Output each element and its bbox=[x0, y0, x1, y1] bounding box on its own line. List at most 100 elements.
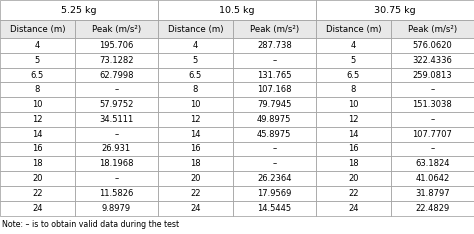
Text: 34.5111: 34.5111 bbox=[99, 115, 133, 124]
Bar bbox=[74, 186, 158, 201]
Bar bbox=[233, 156, 316, 171]
Bar bbox=[316, 112, 391, 127]
Bar bbox=[74, 68, 158, 82]
Bar bbox=[158, 97, 233, 112]
Text: 14: 14 bbox=[32, 130, 43, 139]
Text: 10: 10 bbox=[190, 100, 201, 109]
Text: 195.706: 195.706 bbox=[99, 41, 134, 50]
Bar bbox=[391, 112, 474, 127]
Text: Peak (m/s²): Peak (m/s²) bbox=[250, 25, 299, 34]
Text: 107.7707: 107.7707 bbox=[412, 130, 452, 139]
Bar bbox=[316, 201, 391, 216]
Bar bbox=[158, 53, 233, 68]
Text: 30.75 kg: 30.75 kg bbox=[374, 6, 416, 15]
Bar bbox=[74, 112, 158, 127]
Bar bbox=[158, 156, 233, 171]
Text: 322.4336: 322.4336 bbox=[412, 56, 452, 65]
Text: 5: 5 bbox=[351, 56, 356, 65]
Bar bbox=[0, 127, 74, 142]
Text: 4: 4 bbox=[192, 41, 198, 50]
Text: 18: 18 bbox=[348, 159, 359, 168]
Text: 16: 16 bbox=[348, 144, 359, 154]
Bar bbox=[0, 82, 74, 97]
Bar bbox=[0, 186, 74, 201]
Bar bbox=[391, 127, 474, 142]
Bar bbox=[158, 142, 233, 156]
Text: 14: 14 bbox=[190, 130, 201, 139]
Text: 4: 4 bbox=[35, 41, 40, 50]
Text: 5: 5 bbox=[192, 56, 198, 65]
Text: 5: 5 bbox=[35, 56, 40, 65]
Bar bbox=[158, 127, 233, 142]
Text: –: – bbox=[272, 56, 276, 65]
Text: Distance (m): Distance (m) bbox=[9, 25, 65, 34]
Bar bbox=[233, 82, 316, 97]
Bar bbox=[316, 186, 391, 201]
Bar bbox=[0, 53, 74, 68]
Bar bbox=[158, 186, 233, 201]
Bar bbox=[0, 142, 74, 156]
Bar bbox=[74, 127, 158, 142]
Bar bbox=[158, 68, 233, 82]
Text: 17.9569: 17.9569 bbox=[257, 189, 292, 198]
Bar bbox=[316, 156, 391, 171]
Text: 18: 18 bbox=[32, 159, 43, 168]
Text: 16: 16 bbox=[32, 144, 43, 154]
Bar bbox=[316, 171, 391, 186]
Bar bbox=[391, 53, 474, 68]
Text: 16: 16 bbox=[190, 144, 201, 154]
Bar bbox=[316, 142, 391, 156]
Text: 22: 22 bbox=[348, 189, 358, 198]
Text: 287.738: 287.738 bbox=[257, 41, 292, 50]
Bar bbox=[233, 201, 316, 216]
Bar bbox=[158, 82, 233, 97]
Bar bbox=[233, 127, 316, 142]
Bar bbox=[74, 171, 158, 186]
Text: 8: 8 bbox=[351, 85, 356, 94]
Text: 49.8975: 49.8975 bbox=[257, 115, 292, 124]
Bar bbox=[158, 0, 316, 20]
Text: 18.1968: 18.1968 bbox=[99, 159, 134, 168]
Bar bbox=[0, 0, 158, 20]
Text: 12: 12 bbox=[348, 115, 358, 124]
Text: 259.0813: 259.0813 bbox=[412, 71, 452, 80]
Bar bbox=[391, 171, 474, 186]
Text: Peak (m/s²): Peak (m/s²) bbox=[92, 25, 141, 34]
Text: 26.2364: 26.2364 bbox=[257, 174, 292, 183]
Text: 151.3038: 151.3038 bbox=[412, 100, 452, 109]
Text: 20: 20 bbox=[32, 174, 43, 183]
Bar bbox=[233, 38, 316, 53]
Text: 24: 24 bbox=[190, 204, 201, 213]
Text: 6.5: 6.5 bbox=[189, 71, 202, 80]
Text: –: – bbox=[430, 115, 434, 124]
Bar bbox=[391, 186, 474, 201]
Bar bbox=[0, 97, 74, 112]
Bar bbox=[0, 68, 74, 82]
Bar bbox=[0, 112, 74, 127]
Bar bbox=[74, 38, 158, 53]
Bar bbox=[233, 171, 316, 186]
Bar bbox=[158, 112, 233, 127]
Text: 8: 8 bbox=[35, 85, 40, 94]
Text: 10: 10 bbox=[32, 100, 43, 109]
Bar bbox=[74, 142, 158, 156]
Text: 6.5: 6.5 bbox=[346, 71, 360, 80]
Text: 31.8797: 31.8797 bbox=[415, 189, 450, 198]
Text: 12: 12 bbox=[32, 115, 43, 124]
Bar bbox=[233, 142, 316, 156]
Text: –: – bbox=[430, 144, 434, 154]
Text: 24: 24 bbox=[348, 204, 358, 213]
Bar bbox=[391, 20, 474, 38]
Bar bbox=[233, 186, 316, 201]
Bar bbox=[158, 20, 233, 38]
Text: –: – bbox=[114, 85, 118, 94]
Text: 24: 24 bbox=[32, 204, 43, 213]
Bar bbox=[0, 38, 74, 53]
Text: –: – bbox=[114, 174, 118, 183]
Bar bbox=[74, 82, 158, 97]
Text: 11.5826: 11.5826 bbox=[99, 189, 134, 198]
Text: 22: 22 bbox=[190, 189, 201, 198]
Bar bbox=[74, 20, 158, 38]
Bar bbox=[74, 201, 158, 216]
Bar bbox=[316, 0, 474, 20]
